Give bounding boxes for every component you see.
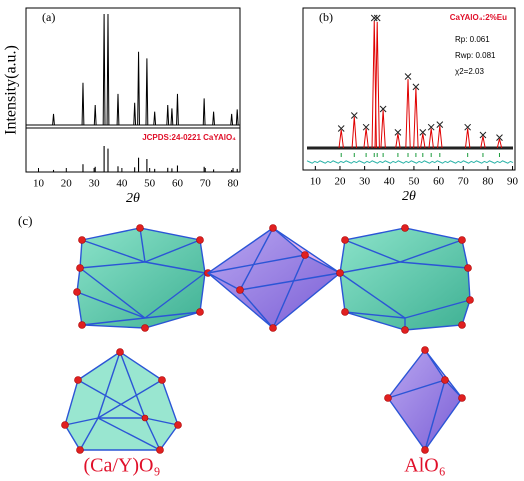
x-axis-label: 2θ <box>126 191 140 206</box>
calculated-peak <box>437 125 443 149</box>
calculated-peak <box>496 138 503 149</box>
observed-point <box>394 129 402 136</box>
observed-point <box>350 112 358 119</box>
calculated-peak <box>420 133 426 149</box>
x-tick-label: 20 <box>61 178 73 190</box>
calculated-peak <box>395 133 401 149</box>
peak <box>102 13 106 126</box>
x-tick-label: 90 <box>507 176 519 188</box>
panel-label: (a) <box>42 10 55 24</box>
polyhedron-right <box>336 224 474 334</box>
structure-label: (Ca/Y)O₉ <box>84 455 161 477</box>
x-tick-label: 60 <box>433 176 445 188</box>
plot-frame <box>25 7 241 173</box>
difference-curve <box>306 160 514 164</box>
peak <box>212 111 215 126</box>
polyhedron-bottom-left <box>61 348 182 454</box>
observed-point <box>464 123 472 131</box>
observed-point <box>436 121 444 128</box>
x-tick-label: 30 <box>89 178 101 190</box>
calculated-peak <box>338 129 344 149</box>
x-tick-label: 10 <box>33 178 45 190</box>
observed-point <box>419 129 427 136</box>
annotation: CaYAlO₄:2%Eu <box>450 13 507 22</box>
x-tick-label: 40 <box>116 178 128 190</box>
calculated-peak <box>464 128 471 149</box>
x-tick-label: 60 <box>172 178 184 190</box>
peak <box>93 104 97 126</box>
calculated-peak <box>374 21 380 149</box>
calculated-peak <box>351 116 357 149</box>
x-axis-label: 2θ <box>402 189 416 204</box>
octahedron-middle <box>206 224 342 332</box>
x-tick-label: 50 <box>408 176 420 188</box>
observed-point <box>370 14 378 22</box>
x-tick-label: 30 <box>359 176 371 188</box>
observed-point <box>373 14 381 22</box>
x-tick-label: 20 <box>334 176 346 188</box>
peak <box>153 111 157 126</box>
peak <box>137 51 140 126</box>
calculated-peak <box>480 136 486 149</box>
observed-point <box>362 123 370 131</box>
peak <box>106 13 110 126</box>
y-axis-label: Intensity(a.u.) <box>3 45 20 135</box>
annotation: Rp: 0.061 <box>455 35 490 44</box>
calculated-peak <box>363 128 369 149</box>
annotation: χ2=2.03 <box>455 67 484 76</box>
charts: (a) 2θ 10 20 30 40 50 60 70 80 Intensity(a.u.) JCPD… <box>3 7 519 206</box>
x-tick-label: 50 <box>144 178 156 190</box>
peak <box>145 58 149 126</box>
observed-point <box>427 123 435 131</box>
peak <box>133 102 137 126</box>
observed-point <box>479 131 487 139</box>
peak <box>81 82 85 126</box>
observed-point <box>379 105 387 113</box>
observed-point <box>412 83 420 91</box>
observed-point <box>404 73 412 80</box>
calculated-peak <box>413 88 419 149</box>
peak <box>235 109 239 126</box>
polyhedron-left <box>73 224 212 332</box>
x-tick-label: 70 <box>458 176 470 188</box>
reference-label: JCPDS:24-0221 CaYAlO₄ <box>142 133 236 142</box>
octahedron-bottom-right <box>384 346 466 454</box>
peak <box>166 104 170 126</box>
x-tick-label: 40 <box>384 176 396 188</box>
peak <box>176 93 179 126</box>
annotation: Rwp: 0.081 <box>455 51 496 60</box>
observed-point <box>337 125 345 132</box>
x-tick-label: 10 <box>310 176 322 188</box>
x-tick-label: 80 <box>482 176 494 188</box>
x-tick-label: 70 <box>200 178 212 190</box>
plot-frame <box>302 7 516 171</box>
peak <box>230 113 234 126</box>
calculated-peak <box>428 128 434 149</box>
peak <box>52 113 55 126</box>
peak <box>116 93 120 126</box>
x-tick-label: 80 <box>228 178 240 190</box>
panel-label: (c) <box>18 213 32 228</box>
calculated-peak <box>405 79 411 149</box>
peak <box>170 108 174 126</box>
observed-point <box>496 134 503 141</box>
panel-label: (b) <box>319 10 333 24</box>
structure-label: AlO₆ <box>404 455 445 477</box>
calculated-peak <box>380 110 386 149</box>
peak <box>202 98 206 126</box>
